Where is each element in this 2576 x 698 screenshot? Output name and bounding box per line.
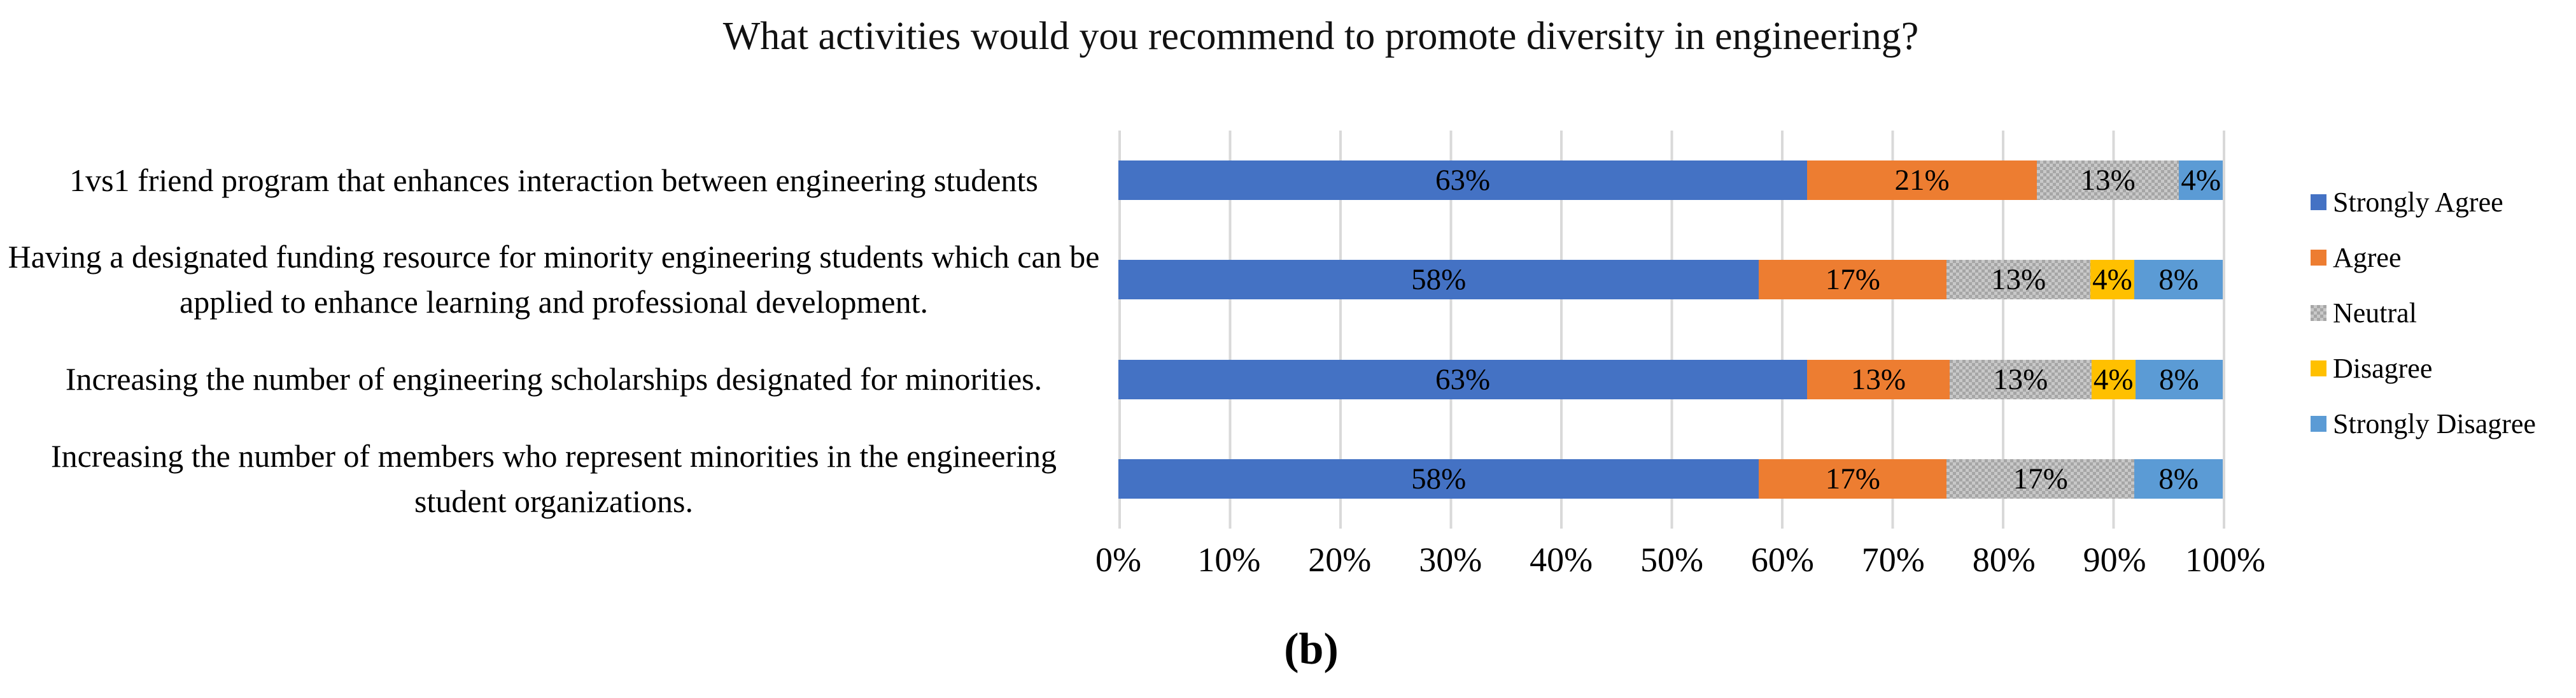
legend-label: Neutral <box>2333 297 2417 329</box>
category-label: Increasing the number of members who rep… <box>50 438 1057 519</box>
legend-label: Agree <box>2333 241 2402 273</box>
bar-segment-value: 8% <box>2158 462 2199 495</box>
bar-segment: 4% <box>2090 260 2135 300</box>
bar-segment-value: 58% <box>1411 263 1467 297</box>
bar-segment-value: 13% <box>1850 362 1906 396</box>
legend-item: Neutral <box>2311 297 2536 329</box>
legend-swatch <box>2311 360 2326 376</box>
bar-segment-value: 13% <box>1990 263 2046 297</box>
category-labels: 1vs1 friend program that enhances intera… <box>0 131 1108 529</box>
x-axis-tick: 90% <box>2083 541 2146 579</box>
bar-segment: 8% <box>2134 260 2223 300</box>
bar-segment-value: 13% <box>1993 362 2048 396</box>
legend-item: Agree <box>2311 241 2536 273</box>
bar-segment: 58% <box>1118 459 1759 499</box>
x-axis-tick: 80% <box>1972 541 2036 579</box>
x-axis-tick: 70% <box>1861 541 1925 579</box>
bar-segment-value: 58% <box>1411 462 1467 495</box>
bar-segment: 13% <box>1946 260 2090 300</box>
bar-segment: 17% <box>1759 260 1947 300</box>
bar-segment: 8% <box>2135 359 2223 399</box>
bar-row: 63% 13% 13% 4% 8% <box>1118 330 2223 429</box>
bar-segment-value: 4% <box>2092 263 2132 297</box>
category-label: Increasing the number of engineering sch… <box>65 361 1043 397</box>
x-axis: 0% 10% 20% 30% 40% 50% 60% 70% 80% 90% 100% <box>1095 540 2265 591</box>
legend-item: Strongly Agree <box>2311 186 2536 218</box>
bar-segment-value: 17% <box>1825 263 1880 297</box>
bar-segment-value: 8% <box>2158 263 2199 297</box>
x-axis-tick: 100% <box>2185 541 2265 579</box>
legend-item: Disagree <box>2311 352 2536 384</box>
bar-segment: 21% <box>1807 160 2037 201</box>
x-axis-tick: 60% <box>1750 541 1814 579</box>
stacked-bar: 63% 21% 13% 4% <box>1118 160 2223 201</box>
x-axis-tick: 0% <box>1095 541 1141 579</box>
x-axis-tick: 10% <box>1197 541 1261 579</box>
legend-swatch <box>2311 194 2326 210</box>
legend-swatch <box>2311 304 2326 321</box>
bar-segment: 13% <box>1949 359 2092 399</box>
bar-segment-value: 21% <box>1894 164 1950 197</box>
x-axis-tick: 30% <box>1419 541 1482 579</box>
bar-segment: 17% <box>1946 459 2135 499</box>
bar-row: 63% 21% 13% 4% <box>1118 131 2223 230</box>
legend-item: Strongly Disagree <box>2311 408 2536 439</box>
bar-segment-value: 63% <box>1435 164 1491 197</box>
bar-segment-value: 4% <box>2093 362 2134 396</box>
bar-segment: 4% <box>2179 160 2223 201</box>
plot-area: 63% 21% 13% 4% 58% 17% 13% 4% 8% 63% 13% 13% 4% 8% 58%… <box>1118 131 2225 529</box>
x-axis-tick: 50% <box>1640 541 1703 579</box>
bar-segment: 13% <box>1807 359 1950 399</box>
stacked-bar: 58% 17% 13% 4% 8% <box>1118 260 2223 300</box>
legend-label: Disagree <box>2333 352 2433 384</box>
legend-swatch <box>2311 415 2326 432</box>
legend-label: Strongly Agree <box>2333 186 2503 218</box>
legend-swatch <box>2311 249 2326 266</box>
stacked-bar: 63% 13% 13% 4% 8% <box>1118 359 2223 399</box>
stacked-bar: 58% 17% 17% 8% <box>1118 459 2223 499</box>
figure-caption: (b) <box>1284 625 1339 674</box>
bar-segment: 63% <box>1118 359 1808 399</box>
bar-segment-value: 4% <box>2181 164 2221 197</box>
bar-row: 58% 17% 17% 8% <box>1118 429 2223 529</box>
x-axis-tick: 20% <box>1308 541 1372 579</box>
bar-segment: 4% <box>2091 359 2136 399</box>
bar-segment-value: 63% <box>1435 362 1491 396</box>
bar-segment-value: 17% <box>2013 462 2068 495</box>
category-label: Having a designated funding resource for… <box>8 239 1100 320</box>
bar-segment-value: 13% <box>2080 164 2136 197</box>
x-axis-tick: 40% <box>1530 541 1593 579</box>
bar-segment: 8% <box>2134 459 2223 499</box>
chart-title: What activities would you recommend to p… <box>722 15 1919 58</box>
bar-segment: 13% <box>2036 160 2179 201</box>
category-label: 1vs1 friend program that enhances intera… <box>69 162 1038 198</box>
bar-segment: 17% <box>1759 459 1947 499</box>
legend: Strongly Agree Agree Neutral Disagree Strong… <box>2311 186 2536 463</box>
bar-segment: 58% <box>1118 260 1759 300</box>
bar-segment-value: 8% <box>2158 362 2199 396</box>
bar-row: 58% 17% 13% 4% 8% <box>1118 230 2223 329</box>
bar-segment-value: 17% <box>1825 462 1880 495</box>
bar-segment: 63% <box>1118 160 1808 201</box>
legend-label: Strongly Disagree <box>2333 408 2536 439</box>
